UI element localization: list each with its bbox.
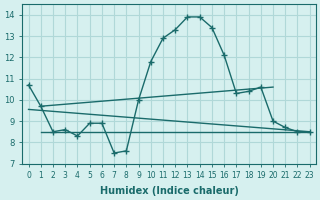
X-axis label: Humidex (Indice chaleur): Humidex (Indice chaleur) bbox=[100, 186, 239, 196]
